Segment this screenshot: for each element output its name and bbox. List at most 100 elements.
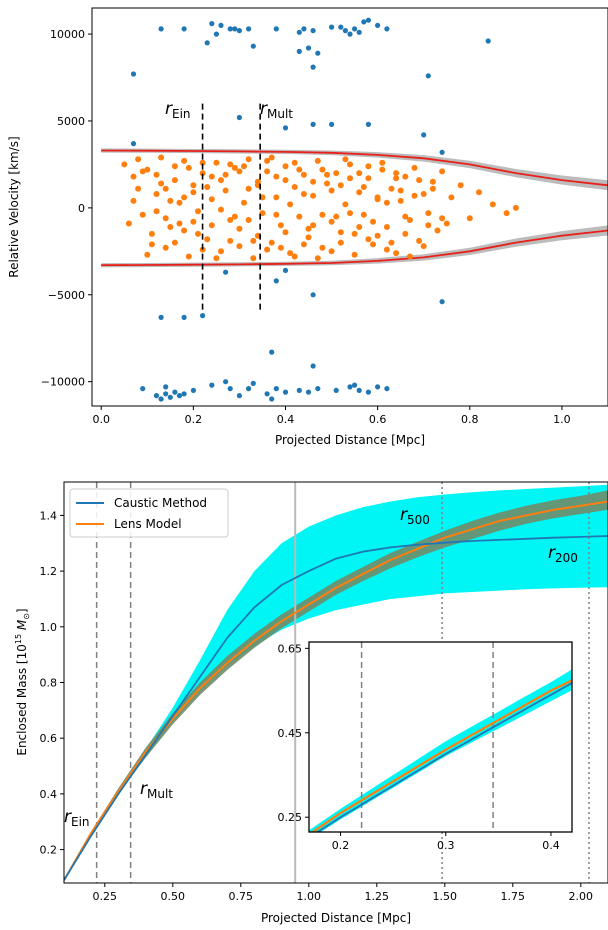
bottom-y-tick-label: 0.4 [40, 788, 58, 801]
member-point [314, 157, 321, 164]
top-x-tick-label: 0.0 [92, 413, 110, 426]
member-point [231, 213, 238, 220]
member-point [457, 182, 464, 189]
top-y-tick-label: −5000 [48, 289, 85, 302]
top-y-tick-label: 0 [78, 202, 85, 215]
interloper-point [296, 29, 302, 35]
member-point [144, 251, 151, 258]
member-point [282, 163, 289, 170]
member-point [356, 224, 363, 230]
inset-y-tick-label: 0.65 [278, 642, 303, 655]
member-point [227, 161, 234, 168]
legend: Caustic Method Lens Model [69, 488, 229, 538]
inset-x-tick-label: 0.3 [437, 839, 455, 852]
caustic-lower-line [101, 229, 608, 267]
top-plot-frame [91, 7, 608, 407]
top-r-ein-label: rEin [165, 99, 191, 121]
member-point [489, 201, 496, 208]
member-point [512, 204, 519, 211]
member-point [448, 194, 455, 201]
interloper-point [246, 26, 252, 32]
interloper-point [273, 26, 279, 32]
interloper-point [310, 121, 316, 127]
member-point [245, 185, 252, 192]
member-point [406, 217, 413, 223]
interloper-point [223, 379, 229, 385]
member-point [241, 163, 247, 170]
member-point [365, 175, 372, 182]
member-point [282, 177, 289, 184]
member-point [195, 230, 201, 237]
member-point [420, 191, 427, 197]
member-point [162, 215, 169, 222]
inset-y-tick-label: 0.25 [278, 811, 303, 824]
member-point [402, 230, 409, 237]
inset-frame [308, 641, 573, 833]
interloper-point [425, 73, 431, 79]
member-point [176, 199, 183, 206]
member-point [218, 248, 224, 255]
interloper-point [163, 391, 169, 397]
member-point [171, 163, 178, 170]
interloper-point [439, 149, 445, 155]
interloper-point [172, 389, 178, 395]
interloper-point [338, 24, 344, 30]
caustic-uncertainty-band [101, 148, 608, 268]
member-point [429, 178, 436, 185]
member-points [121, 154, 519, 262]
member-point [370, 218, 376, 225]
interloper-point [158, 26, 164, 32]
member-point [259, 194, 266, 201]
top-y-axis-label: Relative Velocity [km/s] [7, 136, 21, 277]
caustic-upper-line [101, 149, 608, 187]
member-point [337, 229, 344, 236]
interloper-point [223, 269, 229, 275]
interloper-point [236, 28, 242, 34]
bottom-x-tick-label: 1.25 [365, 890, 390, 903]
member-point [135, 156, 142, 163]
top-x-ticks: 0.0 0.2 0.4 0.6 0.8 1.0 [92, 406, 571, 426]
member-point [190, 182, 197, 189]
member-point [356, 170, 363, 177]
member-point [153, 171, 160, 178]
member-point [204, 184, 211, 190]
member-point [319, 244, 326, 251]
interloper-point [375, 22, 381, 28]
top-y-ticks: −10000 −5000 0 5000 10000 [41, 28, 92, 389]
member-point [181, 227, 188, 234]
member-point [300, 241, 307, 248]
member-point [324, 180, 330, 187]
member-point [379, 166, 386, 173]
member-point [416, 177, 423, 184]
interloper-point [356, 387, 362, 393]
interloper-point [310, 292, 316, 298]
inset-x-tick-label: 0.4 [542, 839, 560, 852]
member-point [439, 215, 446, 222]
member-point [314, 255, 321, 262]
member-point [185, 253, 192, 260]
member-point [236, 225, 243, 232]
interloper-point [181, 26, 187, 32]
legend-lens-label: Lens Model [114, 517, 182, 531]
interloper-point [352, 382, 358, 388]
interloper-point [342, 28, 348, 34]
interloper-point [485, 38, 491, 44]
inset-y-ticks: 0.25 0.45 0.65 [278, 642, 309, 824]
member-point [342, 156, 349, 163]
member-point [406, 253, 413, 260]
member-point [273, 211, 280, 218]
interloper-point [305, 45, 312, 51]
interloper-point [232, 26, 238, 32]
interloper-point [181, 314, 187, 320]
interloper-point [218, 22, 224, 28]
member-point [199, 170, 206, 177]
caustic-band-upper [101, 148, 608, 191]
inset-radius-markers [360, 642, 494, 832]
member-point [291, 253, 298, 260]
member-point [199, 246, 206, 253]
member-point [162, 244, 169, 251]
interloper-point [310, 28, 316, 34]
caustic-mass-band-area [64, 484, 608, 881]
member-point [181, 157, 188, 164]
interloper-point [130, 141, 137, 147]
